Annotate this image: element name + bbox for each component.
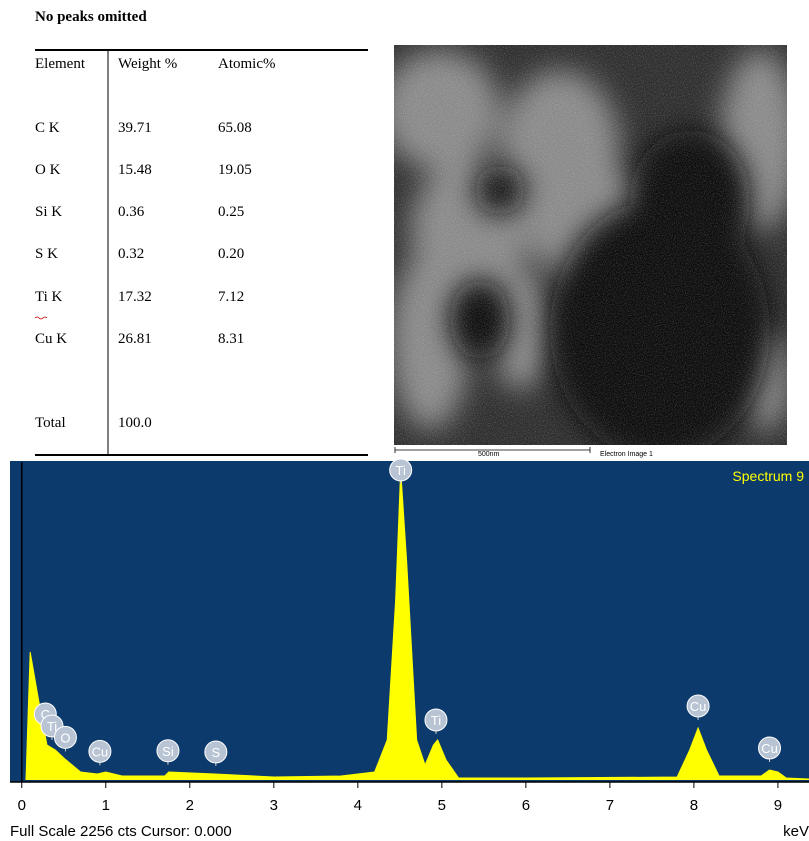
x-tick-label: 6 — [522, 797, 530, 814]
sem-image — [394, 45, 787, 445]
table-cell: 8.31 — [218, 331, 245, 347]
table-cell: C K — [35, 120, 60, 136]
table-cell: 0.32 — [118, 246, 145, 262]
table-cell: 0.36 — [118, 204, 145, 220]
table-cell: Ti K — [35, 289, 63, 305]
x-tick-label: 9 — [774, 797, 782, 814]
peak-marker — [53, 725, 77, 749]
table-cell: S K — [35, 246, 58, 262]
peak-marker — [686, 694, 710, 718]
x-tick-label: 8 — [690, 797, 698, 814]
peak-label: S — [212, 745, 221, 760]
peak-label: O — [60, 730, 70, 745]
table-header: Weight % — [118, 56, 178, 72]
peak-marker — [758, 736, 782, 760]
chart-title: Spectrum 9 — [732, 468, 804, 484]
scale-label: 500nm — [478, 451, 500, 458]
footer: Full Scale 2256 cts Cursor: 0.000 — [10, 823, 232, 840]
table-cell: O K — [35, 162, 61, 178]
peak-label: Si — [162, 744, 174, 759]
peak-label: Ti — [47, 719, 57, 734]
x-axis-label: keV — [783, 823, 809, 840]
table-cell: 39.71 — [118, 120, 152, 136]
table-cell: 0.25 — [218, 204, 245, 220]
peak-marker — [424, 708, 448, 732]
peak-label: Cu — [92, 744, 109, 759]
table-cell: 7.12 — [218, 289, 245, 305]
table-cell: 26.81 — [118, 331, 152, 347]
spectrum-line — [25, 470, 809, 781]
peak-marker — [156, 739, 180, 763]
peak-marker — [204, 740, 228, 764]
table-cell: Cu K — [35, 331, 68, 347]
table-cell: 17.32 — [118, 289, 152, 305]
title: No peaks omitted — [35, 9, 147, 25]
x-tick-label: 0 — [18, 797, 26, 814]
image-caption: Electron Image 1 — [600, 451, 653, 458]
table-cell: 15.48 — [118, 162, 152, 178]
peak-label: Cu — [761, 741, 778, 756]
peak-marker — [389, 458, 413, 482]
x-tick-label: 5 — [438, 797, 446, 814]
table-header: Element — [35, 56, 85, 72]
x-tick-label: 7 — [606, 797, 614, 814]
table-header: Atomic% — [218, 56, 276, 72]
table-cell: 100.0 — [118, 415, 152, 431]
peak-label: C — [41, 707, 50, 722]
table-cell: 65.08 — [218, 120, 252, 136]
table-cell: Total — [35, 415, 66, 431]
x-tick-label: 1 — [102, 797, 110, 814]
peak-label: Ti — [395, 463, 405, 478]
spell-underline — [34, 316, 48, 320]
table-cell: 0.20 — [218, 246, 245, 262]
x-tick-label: 4 — [354, 797, 362, 814]
table-cell: Si K — [35, 204, 63, 220]
peak-marker — [88, 739, 112, 763]
peak-label: Cu — [690, 699, 707, 714]
peak-label: Ti — [431, 713, 441, 728]
x-tick-label: 3 — [270, 797, 278, 814]
table-cell: 19.05 — [218, 162, 252, 178]
x-tick-label: 2 — [186, 797, 194, 814]
